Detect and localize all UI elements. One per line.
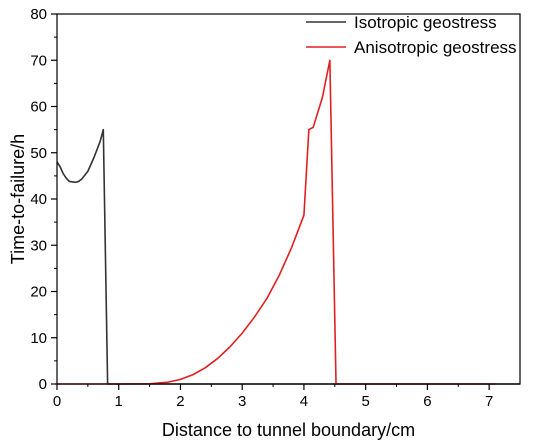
x-tick-label: 1 bbox=[115, 393, 123, 410]
y-tick-label: 70 bbox=[30, 52, 47, 69]
x-axis: 0 1 2 3 4 5 6 7 bbox=[53, 384, 493, 410]
y-tick-label: 30 bbox=[30, 237, 47, 254]
y-tick-label: 60 bbox=[30, 99, 47, 116]
x-tick-label: 0 bbox=[53, 393, 61, 410]
y-tick-label: 40 bbox=[30, 191, 47, 208]
legend-label-1: Isotropic geostress bbox=[354, 13, 497, 32]
x-tick-label: 7 bbox=[485, 393, 493, 410]
y-tick-label: 80 bbox=[30, 6, 47, 23]
x-tick-label: 6 bbox=[423, 393, 431, 410]
y-axis: 0 10 20 30 40 50 60 70 80 bbox=[30, 6, 57, 393]
series-line-2 bbox=[57, 59, 496, 385]
plot-frame bbox=[56, 13, 521, 385]
x-axis-title: Distance to tunnel boundary/cm bbox=[162, 420, 415, 440]
y-axis-title: Time-to-failure/h bbox=[8, 134, 28, 264]
x-tick-label: 2 bbox=[176, 393, 184, 410]
y-tick-label: 10 bbox=[30, 330, 47, 347]
x-tick-label: 5 bbox=[361, 393, 369, 410]
y-tick-label: 0 bbox=[39, 376, 47, 393]
legend-label-2: Anisotropic geostress bbox=[354, 38, 517, 57]
y-tick-label: 20 bbox=[30, 284, 47, 301]
x-tick-label: 4 bbox=[300, 393, 308, 410]
series-layer bbox=[57, 59, 520, 385]
legend: Isotropic geostress Anisotropic geostress bbox=[306, 13, 517, 57]
x-tick-label: 3 bbox=[238, 393, 246, 410]
y-tick-label: 50 bbox=[30, 145, 47, 162]
series-line-1 bbox=[57, 128, 520, 385]
